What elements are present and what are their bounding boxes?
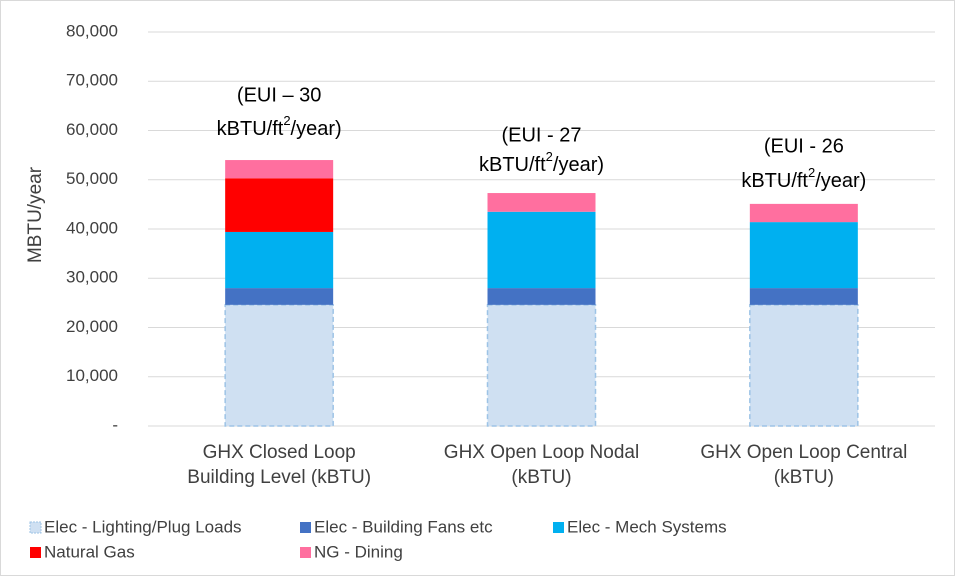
legend-swatch [29,521,42,534]
legend-label: Elec - Lighting/Plug Loads [44,517,242,536]
y-tick-label: 30,000 [66,268,118,287]
bar-segment [749,304,859,427]
legend-label: Natural Gas [44,542,135,561]
legend-swatch [553,522,564,533]
y-tick-label: 70,000 [66,71,118,90]
bar-segment [487,288,596,305]
legend-label: Elec - Building Fans etc [314,517,493,536]
annotation: kBTU/ft2/year) [741,165,866,192]
annotation: (EUI – 30 [237,84,321,106]
bar-segment [487,211,596,289]
legend-swatch [30,547,41,558]
bar-segment [225,178,334,232]
bar-segment [749,203,858,223]
annotation: kBTU/ft2/year) [217,113,342,140]
bar-segment [225,231,334,289]
x-tick-label: (kBTU) [511,467,571,488]
annotation-text: kBTU/ft [479,154,546,176]
x-tick-label: GHX Open Loop Central [700,442,907,463]
annotation: kBTU/ft2/year) [479,149,604,176]
annotation-text: kBTU/ft [217,118,284,140]
legend-label: Elec - Mech Systems [567,517,727,536]
bar-segment [749,288,858,305]
bar-segment [487,193,596,212]
x-tick-label: GHX Closed Loop [203,442,356,463]
bar-segment [225,288,334,305]
annotation-sup: 2 [546,149,553,164]
bar-segment [749,222,858,289]
y-tick-label: 80,000 [66,21,118,40]
annotation: (EUI - 27 [501,124,581,146]
x-tick-label: (kBTU) [774,467,834,488]
y-tick-label: 60,000 [66,120,118,139]
y-tick-label: - [112,415,118,434]
legend-swatch [300,547,311,558]
annotation-text: /year) [291,118,342,140]
bar-segment [225,160,334,179]
y-tick-label: 40,000 [66,218,118,237]
y-tick-label: 50,000 [66,169,118,188]
bar-segment [486,304,597,427]
bar-segment [224,304,334,427]
x-tick-label: GHX Open Loop Nodal [444,442,639,463]
y-axis-label: MBTU/year [25,166,46,263]
annotation-sup: 2 [283,113,290,128]
legend-swatch [300,522,311,533]
y-tick-label: 10,000 [66,366,118,385]
legend-label: NG - Dining [314,542,403,561]
x-tick-label: Building Level (kBTU) [187,467,371,488]
annotation-text: kBTU/ft [741,170,808,192]
y-tick-label: 20,000 [66,317,118,336]
annotation-text: /year) [815,170,866,192]
annotation-sup: 2 [808,165,815,180]
annotation-text: /year) [553,154,604,176]
annotation: (EUI - 26 [764,135,844,157]
